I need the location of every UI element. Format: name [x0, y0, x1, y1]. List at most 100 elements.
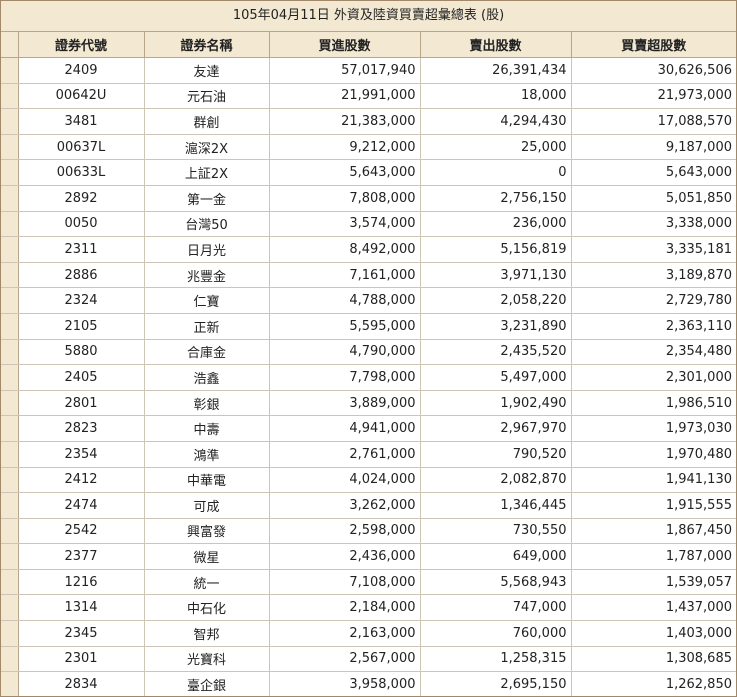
row-rail	[1, 441, 19, 468]
cell-code: 2412	[18, 467, 145, 494]
cell-name: 鴻準	[144, 441, 270, 468]
cell-sell: 3,971,130	[420, 262, 572, 289]
cell-name: 台灣50	[144, 211, 270, 238]
cell-buy: 21,383,000	[269, 108, 421, 135]
cell-net: 1,308,685	[571, 646, 736, 673]
cell-code: 00642U	[18, 83, 145, 110]
table-row: 2801 彰銀 3,889,000 1,902,490 1,986,510	[1, 390, 736, 417]
header-buy[interactable]: 買進股數	[269, 32, 421, 58]
row-rail	[1, 134, 19, 161]
cell-net: 21,973,000	[571, 83, 736, 110]
header-sell[interactable]: 賣出股數	[420, 32, 572, 58]
cell-net: 5,051,850	[571, 185, 736, 212]
cell-sell: 649,000	[420, 543, 572, 570]
cell-net: 2,363,110	[571, 313, 736, 340]
cell-name: 仁寶	[144, 287, 270, 314]
row-rail	[1, 211, 19, 238]
cell-net: 2,301,000	[571, 364, 736, 391]
cell-sell: 747,000	[420, 594, 572, 622]
cell-buy: 4,790,000	[269, 339, 421, 366]
header-code[interactable]: 證券代號	[18, 32, 145, 58]
cell-code: 5880	[18, 339, 145, 366]
cell-net: 3,335,181	[571, 236, 736, 263]
row-rail	[1, 287, 19, 314]
header-row: 證券代號 證券名稱 買進股數 賣出股數 買賣超股數	[1, 32, 736, 58]
cell-buy: 21,991,000	[269, 83, 421, 110]
cell-name: 可成	[144, 492, 270, 519]
cell-sell: 0	[420, 159, 572, 186]
cell-sell: 5,156,819	[420, 236, 572, 263]
cell-buy: 7,161,000	[269, 262, 421, 289]
cell-net: 3,189,870	[571, 262, 736, 289]
cell-name: 中石化	[144, 594, 270, 622]
table-row: 2542 興富發 2,598,000 730,550 1,867,450	[1, 518, 736, 545]
cell-code: 1314	[18, 594, 145, 622]
cell-code: 2354	[18, 441, 145, 468]
cell-code: 2105	[18, 313, 145, 340]
row-rail	[1, 543, 19, 570]
cell-sell: 2,967,970	[420, 415, 572, 442]
header-name[interactable]: 證券名稱	[144, 32, 270, 58]
cell-name: 彰銀	[144, 390, 270, 417]
cell-net: 9,187,000	[571, 134, 736, 161]
cell-sell: 26,391,434	[420, 57, 572, 84]
row-rail	[1, 671, 19, 696]
cell-name: 微星	[144, 543, 270, 570]
cell-code: 2311	[18, 236, 145, 263]
table-row: 2405 浩鑫 7,798,000 5,497,000 2,301,000	[1, 364, 736, 391]
table-row: 3481 群創 21,383,000 4,294,430 17,088,570	[1, 108, 736, 135]
report-title: 105年04月11日 外資及陸資買賣超彙總表 (股)	[1, 1, 736, 32]
table-body: 2409 友達 57,017,940 26,391,434 30,626,506 0064…	[1, 57, 736, 696]
cell-sell: 730,550	[420, 518, 572, 545]
cell-buy: 3,958,000	[269, 671, 421, 696]
cell-code: 2474	[18, 492, 145, 519]
table-row: 2886 兆豐金 7,161,000 3,971,130 3,189,870	[1, 262, 736, 289]
cell-buy: 7,108,000	[269, 569, 421, 596]
cell-buy: 2,761,000	[269, 441, 421, 468]
cell-buy: 2,184,000	[269, 594, 421, 622]
cell-code: 3481	[18, 108, 145, 135]
cell-code: 0050	[18, 211, 145, 238]
cell-name: 滬深2X	[144, 134, 270, 161]
cell-buy: 3,262,000	[269, 492, 421, 519]
cell-sell: 1,902,490	[420, 390, 572, 417]
table-row: 1216 統一 7,108,000 5,568,943 1,539,057	[1, 569, 736, 596]
cell-name: 浩鑫	[144, 364, 270, 391]
cell-code: 00633L	[18, 159, 145, 186]
table-row: 2412 中華電 4,024,000 2,082,870 1,941,130	[1, 467, 736, 494]
table-row: 2834 臺企銀 3,958,000 2,695,150 1,262,850	[1, 671, 736, 696]
table-row: 2105 正新 5,595,000 3,231,890 2,363,110	[1, 313, 736, 340]
cell-name: 智邦	[144, 620, 270, 647]
table-row: 2324 仁寶 4,788,000 2,058,220 2,729,780	[1, 287, 736, 314]
cell-net: 1,970,480	[571, 441, 736, 468]
cell-net: 2,354,480	[571, 339, 736, 366]
cell-sell: 1,258,315	[420, 646, 572, 673]
cell-sell: 5,497,000	[420, 364, 572, 391]
cell-net: 17,088,570	[571, 108, 736, 135]
cell-net: 30,626,506	[571, 57, 736, 84]
cell-net: 1,941,130	[571, 467, 736, 494]
cell-sell: 236,000	[420, 211, 572, 238]
header-net[interactable]: 買賣超股數	[571, 32, 736, 58]
table-row: 2354 鴻準 2,761,000 790,520 1,970,480	[1, 441, 736, 468]
table-row: 2823 中壽 4,941,000 2,967,970 1,973,030	[1, 415, 736, 442]
table-row: 5880 合庫金 4,790,000 2,435,520 2,354,480	[1, 339, 736, 366]
cell-net: 3,338,000	[571, 211, 736, 238]
cell-net: 1,986,510	[571, 390, 736, 417]
table-row: 2301 光寶科 2,567,000 1,258,315 1,308,685	[1, 646, 736, 673]
table-row: 0050 台灣50 3,574,000 236,000 3,338,000	[1, 211, 736, 238]
row-rail	[1, 594, 19, 622]
row-rail	[1, 313, 19, 340]
row-rail	[1, 620, 19, 647]
cell-sell: 2,695,150	[420, 671, 572, 696]
cell-net: 1,262,850	[571, 671, 736, 696]
cell-name: 臺企銀	[144, 671, 270, 696]
cell-buy: 4,941,000	[269, 415, 421, 442]
cell-sell: 2,435,520	[420, 339, 572, 366]
cell-code: 2834	[18, 671, 145, 696]
cell-name: 元石油	[144, 83, 270, 110]
row-rail-header	[1, 32, 19, 58]
cell-buy: 9,212,000	[269, 134, 421, 161]
cell-code: 2892	[18, 185, 145, 212]
cell-sell: 25,000	[420, 134, 572, 161]
